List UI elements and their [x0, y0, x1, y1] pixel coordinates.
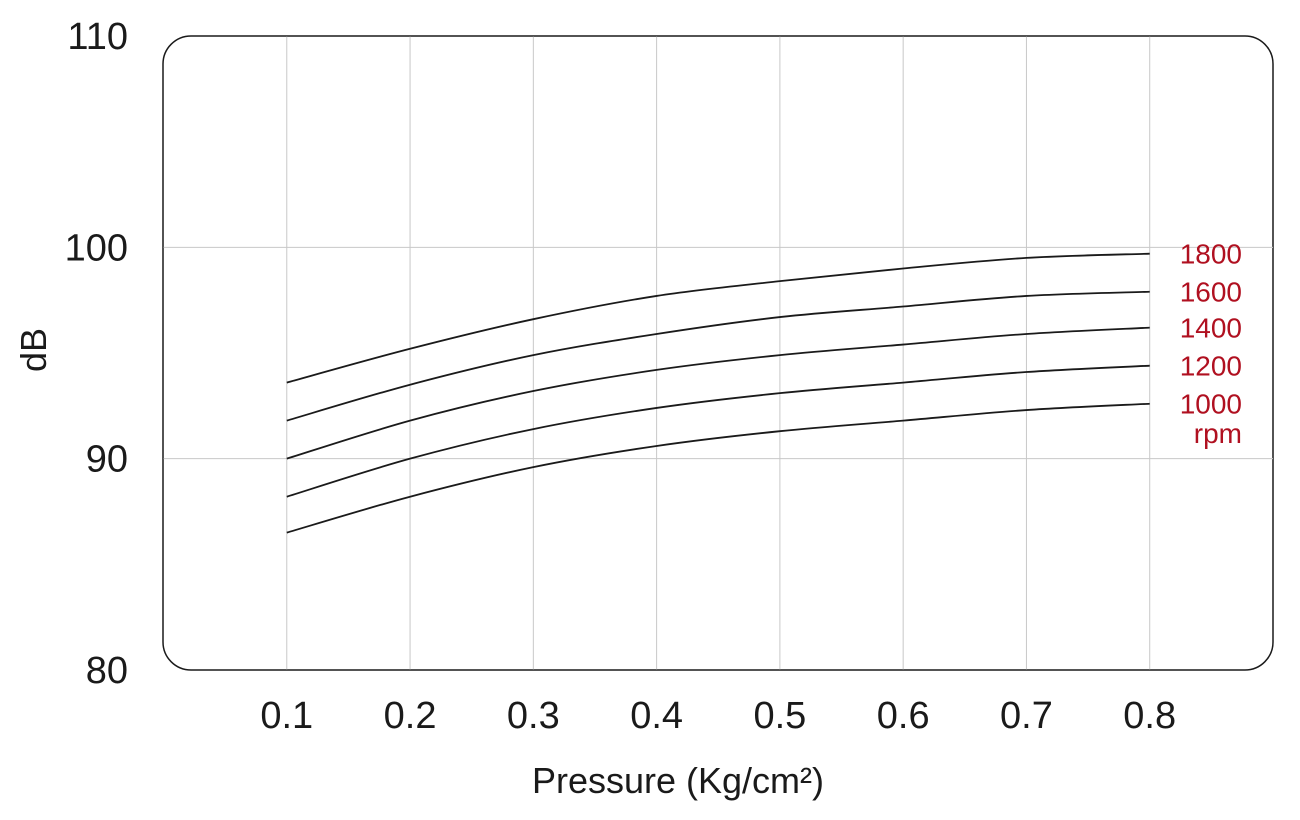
y-axis-title: dB: [13, 328, 54, 372]
x-tick-label: 0.6: [877, 695, 930, 737]
grid-lines: [163, 36, 1273, 670]
plot-frame: [162, 35, 1274, 671]
series-label-1000: 1000: [1180, 389, 1242, 420]
x-tick-label: 0.1: [260, 695, 313, 737]
series-label-1200: 1200: [1180, 351, 1242, 382]
series-lines: [286, 252, 1150, 534]
series-line-1600: [286, 290, 1150, 422]
x-axis-title: Pressure (Kg/cm²): [532, 760, 824, 801]
y-tick-label: 80: [86, 650, 128, 692]
series-line-1200: [286, 364, 1150, 498]
x-tick-label: 0.8: [1123, 695, 1176, 737]
x-tick-label: 0.4: [630, 695, 683, 737]
series-label-1600: 1600: [1180, 277, 1242, 308]
y-axis-ticks: 80 90 100 110: [65, 16, 128, 692]
x-tick-label: 0.3: [507, 695, 560, 737]
x-tick-label: 0.7: [1000, 695, 1053, 737]
y-tick-label: 100: [65, 227, 128, 269]
x-axis-ticks: 0.1 0.2 0.3 0.4 0.5 0.6 0.7 0.8: [260, 695, 1176, 737]
series-labels: 1800 1600 1400 1200 1000: [1180, 239, 1242, 420]
y-tick-label: 110: [67, 16, 128, 58]
series-line-1000: [286, 402, 1150, 534]
unit-label: rpm: [1194, 418, 1242, 449]
series-label-1800: 1800: [1180, 239, 1242, 270]
series-label-1400: 1400: [1180, 313, 1242, 344]
series-line-1800: [286, 252, 1150, 384]
x-tick-label: 0.5: [753, 695, 806, 737]
y-tick-label: 90: [86, 439, 128, 481]
series-line-1400: [286, 326, 1150, 460]
x-tick-label: 0.2: [384, 695, 437, 737]
